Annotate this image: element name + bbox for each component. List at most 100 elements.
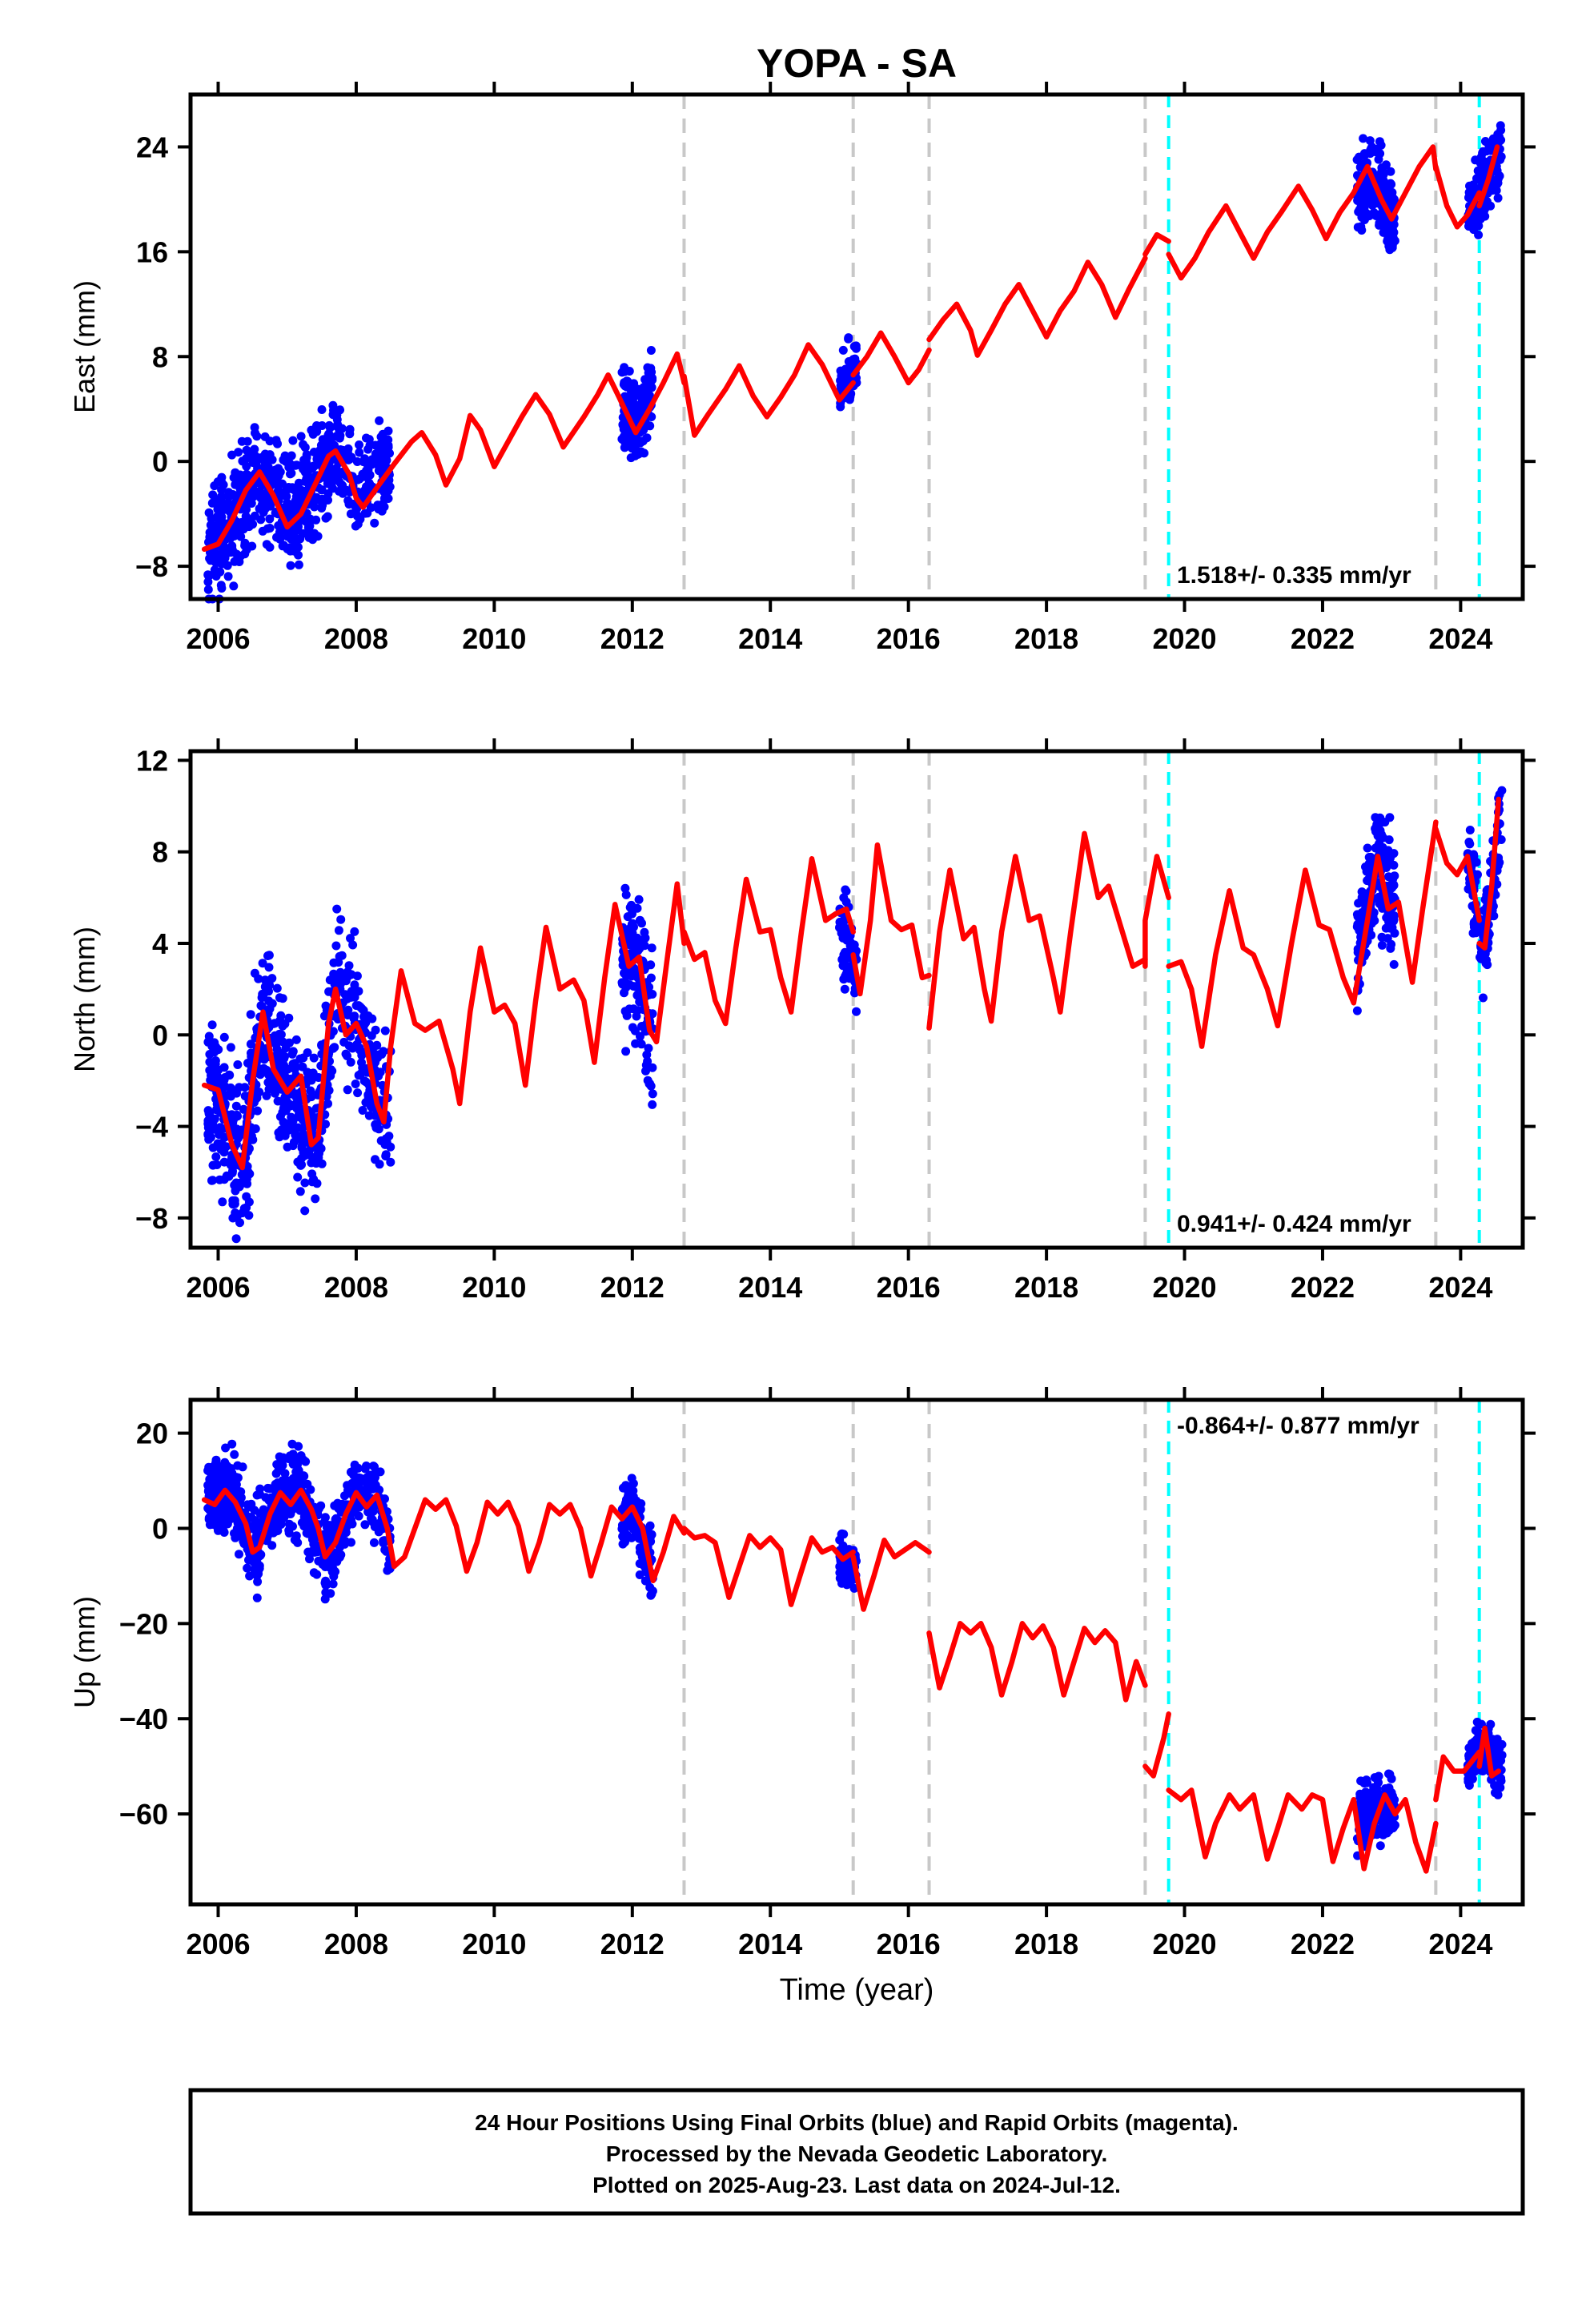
north-observation-point [343, 1085, 352, 1095]
up-observation-point [627, 1474, 636, 1483]
east-y-tick-label: 8 [152, 340, 168, 373]
north-observation-point [622, 969, 632, 979]
up-x-tick-label: 2024 [1428, 1928, 1492, 1960]
east-observation-point [343, 444, 353, 453]
north-x-tick-label: 2008 [324, 1271, 388, 1304]
east-observation-point [286, 561, 295, 570]
east-observation-point [337, 424, 347, 433]
north-observation-point [321, 1120, 330, 1129]
north-observation-point [303, 1048, 312, 1057]
up-observation-point [271, 1526, 280, 1536]
east-model-segment-4 [1142, 231, 1171, 257]
up-observation-point [347, 1478, 357, 1488]
north-observation-point [271, 1031, 279, 1040]
north-x-tick-label: 2024 [1428, 1271, 1492, 1304]
east-observation-point [292, 525, 302, 535]
north-observation-point [841, 885, 850, 895]
east-observation-point [230, 557, 239, 566]
north-observation-point [384, 1132, 394, 1141]
east-y-tick-label: 16 [136, 235, 168, 268]
up-observation-point [1468, 1774, 1477, 1783]
north-observation-point [1464, 838, 1474, 846]
east-observation-point [352, 512, 362, 521]
east-observation-point [242, 461, 251, 471]
north-observation-point [227, 1091, 236, 1100]
east-observation-point [209, 549, 219, 558]
north-observation-point [272, 983, 282, 993]
east-observation-point [375, 445, 384, 455]
north-x-tick-label: 2006 [186, 1271, 250, 1304]
east-plot-frame [188, 92, 1525, 601]
east-model-segment-5 [1166, 144, 1439, 281]
up-observation-point [383, 1566, 392, 1575]
figure-title: YOPA - SA [757, 41, 957, 86]
east-observation-point [1354, 207, 1363, 216]
up-observation-point [328, 1579, 338, 1589]
east-observation-point [203, 585, 213, 594]
up-observation-point [310, 1540, 319, 1550]
north-observation-point [648, 1089, 657, 1099]
north-panel: 2006 2008 2010 2012 2014 2016 2018 2020 2022 2024… [68, 738, 1536, 1304]
east-observation-point [212, 568, 222, 577]
east-observation-point [235, 478, 244, 488]
east-observation-point [383, 486, 393, 496]
north-x-tick-label: 2016 [877, 1271, 941, 1304]
north-observation-point [226, 1043, 235, 1052]
north-observation-point [346, 934, 355, 943]
east-observation-point [214, 557, 223, 566]
east-x-tick-label: 2010 [462, 622, 526, 655]
up-x-tick-label: 2020 [1152, 1928, 1216, 1960]
north-observation-point [327, 1065, 335, 1075]
east-observation-point [240, 541, 250, 550]
east-observation-point [223, 561, 232, 570]
up-observation-point [1355, 1792, 1365, 1802]
north-observation-point [1476, 926, 1485, 935]
east-observation-point [332, 472, 341, 482]
up-observation-point [636, 1547, 644, 1557]
north-y-tick-label: 8 [152, 836, 168, 869]
north-observation-point [635, 915, 644, 925]
east-observation-point [291, 496, 300, 505]
north-observation-point [1352, 1006, 1362, 1015]
north-observation-point [627, 900, 636, 910]
north-observation-point [284, 1125, 294, 1135]
east-observation-point [223, 572, 233, 581]
north-observation-point [636, 1031, 644, 1041]
east-observation-point [288, 436, 298, 445]
north-rate-label: 0.941+/- 0.424 mm/yr [1177, 1211, 1411, 1237]
up-y-tick-label: −20 [119, 1607, 168, 1640]
north-observation-point [1465, 826, 1475, 834]
east-observation-point [275, 534, 285, 544]
east-observation-point [1379, 183, 1388, 193]
east-observation-point [1375, 137, 1384, 147]
north-observation-point [253, 1106, 263, 1116]
up-observation-point [297, 1518, 307, 1527]
north-observation-point [309, 1053, 319, 1063]
north-observation-point [275, 993, 284, 1003]
north-x-tick-label: 2020 [1152, 1271, 1216, 1304]
east-model-segment-6 [1433, 163, 1482, 230]
up-x-tick-label: 2012 [600, 1928, 665, 1960]
north-observation-point [635, 943, 644, 952]
east-observation-point [353, 520, 363, 529]
east-observation-point [1366, 149, 1375, 159]
east-y-tick-label: 0 [152, 445, 168, 478]
east-panel: 2006 2008 2010 2012 2014 2016 2018 2020 2022 2024… [68, 82, 1536, 655]
up-observation-point [1370, 1773, 1379, 1783]
north-observation-point [1389, 959, 1399, 969]
north-observation-point [841, 960, 850, 970]
east-x-tick-label: 2016 [877, 622, 941, 655]
east-observation-point [252, 432, 262, 441]
north-observation-point [357, 1003, 367, 1013]
east-observation-point [627, 400, 636, 410]
north-observation-point [278, 1021, 287, 1031]
up-observation-point [253, 1518, 263, 1527]
north-observation-point [211, 1056, 220, 1065]
north-observation-point [341, 1049, 351, 1059]
north-observation-point [846, 942, 856, 951]
north-observation-point [379, 1047, 388, 1056]
north-observation-point [279, 1060, 289, 1070]
east-observation-point [294, 550, 303, 560]
up-observation-point [326, 1589, 335, 1598]
up-y-tick-label: −40 [119, 1703, 168, 1735]
